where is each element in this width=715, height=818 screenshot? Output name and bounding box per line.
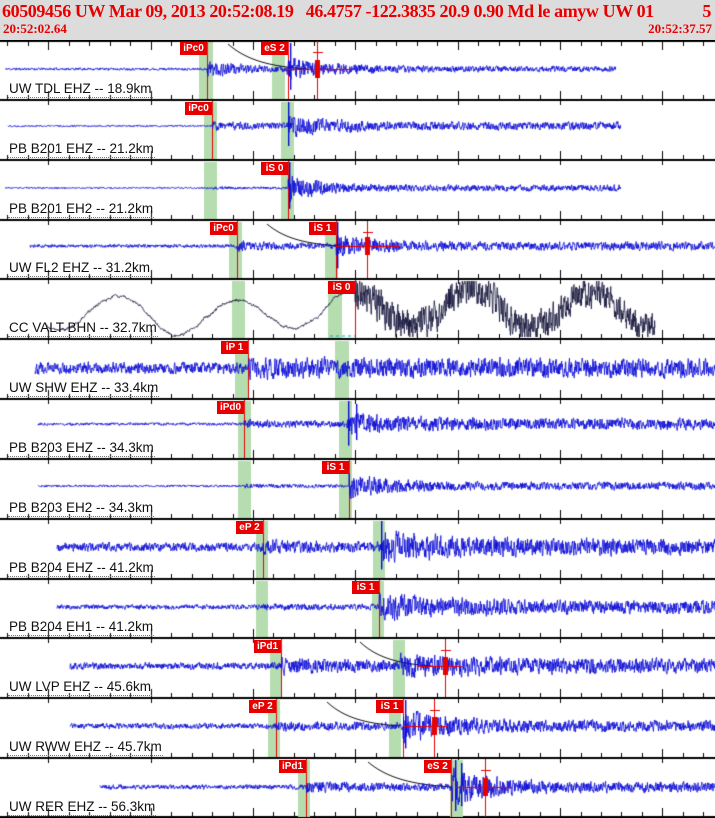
- trace-label: PB B203 EHZ -- 34.3km: [8, 440, 155, 457]
- trace-label: PB B203 EH2 -- 34.3km: [8, 500, 155, 517]
- trace-label: UW SHW EHZ -- 33.4km: [8, 380, 160, 397]
- window-end-time: 20:52:37.57: [648, 21, 712, 36]
- pick-flag-is1[interactable]: iS 1: [309, 222, 336, 235]
- trace-label: UW TDL EHZ -- 18.9km: [8, 81, 153, 98]
- trace-label: PB B201 EH2 -- 21.2km: [8, 201, 155, 218]
- trace-label: UW RWW EHZ -- 45.7km: [8, 739, 163, 756]
- pick-flag-is1[interactable]: iS 1: [322, 461, 349, 474]
- trace-label: PB B201 EHZ -- 21.2km: [8, 141, 155, 158]
- pick-flag-ep2[interactable]: eP 2: [236, 521, 263, 534]
- seismogram-canvas[interactable]: [0, 40, 715, 818]
- pick-flag-es2[interactable]: eS 2: [424, 760, 451, 773]
- header-bar: 60509456 UW Mar 09, 2013 20:52:08.19 46.…: [0, 0, 715, 40]
- page-indicator: 5: [702, 1, 711, 21]
- pick-flag-is0[interactable]: iS 0: [261, 162, 288, 175]
- seismogram-area: UW TDL EHZ -- 18.9km iPc0 eS 2 PB B201 EHZ …: [0, 40, 715, 818]
- pick-flag-ipc0[interactable]: iPc0: [185, 102, 212, 115]
- pick-flag-ipc0[interactable]: iPc0: [210, 222, 237, 235]
- pick-flag-ipd1[interactable]: iPd1: [279, 760, 306, 773]
- pick-flag-is1[interactable]: iS 1: [352, 581, 379, 594]
- trace-label: PB B204 EHZ -- 41.2km: [8, 560, 155, 577]
- pick-flag-ep2[interactable]: eP 2: [249, 700, 276, 713]
- trace-label: UW FL2 EHZ -- 31.2km: [8, 260, 152, 277]
- pick-flag-is0[interactable]: iS 0: [328, 281, 355, 294]
- trace-label: UW RER EHZ -- 56.3km: [8, 799, 157, 816]
- pick-flag-ipd0[interactable]: iPd0: [217, 401, 244, 414]
- trace-label: PB B204 EH1 -- 41.2km: [8, 619, 155, 636]
- event-title: 60509456 UW Mar 09, 2013 20:52:08.19 46.…: [2, 1, 654, 21]
- window-start-time: 20:52:02.64: [3, 21, 67, 36]
- pick-flag-is1[interactable]: iS 1: [376, 700, 403, 713]
- pick-flag-ip1[interactable]: iP 1: [221, 341, 248, 354]
- pick-flag-es2[interactable]: eS 2: [261, 42, 288, 55]
- trace-label: CC VALT BHN -- 32.7km: [8, 320, 158, 337]
- trace-label: UW LVP EHZ -- 45.6km: [8, 679, 153, 696]
- pick-flag-ipc0[interactable]: iPc0: [180, 42, 207, 55]
- pick-flag-ipd1[interactable]: iPd1: [254, 640, 281, 653]
